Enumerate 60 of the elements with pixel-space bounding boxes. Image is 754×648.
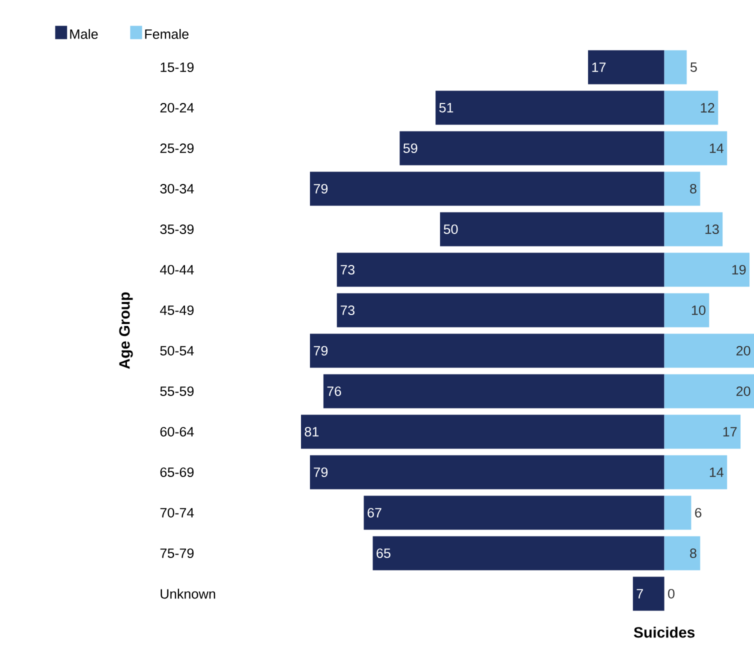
data-label: 65 <box>376 548 390 558</box>
y-tick-label: 70-74 <box>160 508 194 518</box>
y-tick-label: 45-49 <box>160 305 194 316</box>
bar <box>664 172 700 206</box>
data-label: 0 <box>668 588 674 599</box>
data-label: 8 <box>690 184 696 194</box>
data-label: 13 <box>705 224 719 234</box>
data-label: 19 <box>732 264 746 275</box>
bar <box>664 212 723 246</box>
data-label: 8 <box>690 548 696 558</box>
bar <box>664 293 710 328</box>
data-label: 14 <box>710 144 724 153</box>
bar <box>664 496 692 530</box>
data-label: 81 <box>304 426 319 437</box>
data-label: 6 <box>695 508 702 518</box>
data-label: 79 <box>314 184 328 194</box>
data-label: 73 <box>340 264 355 275</box>
y-axis-title: Age Group <box>119 292 133 369</box>
bar <box>664 90 718 125</box>
data-label: 20 <box>736 386 750 396</box>
data-label: 50 <box>444 224 458 234</box>
x-axis-title: Suicides <box>634 626 695 638</box>
y-tick-label: 25-29 <box>160 143 194 154</box>
data-label: 76 <box>327 386 342 396</box>
data-label: 67 <box>368 508 382 518</box>
bar <box>664 131 728 166</box>
data-label: 51 <box>439 103 454 112</box>
y-tick-label: 75-79 <box>160 548 194 558</box>
bar <box>664 536 700 570</box>
data-label: 14 <box>710 468 724 477</box>
data-label: 10 <box>692 305 706 316</box>
data-label: 79 <box>314 467 328 478</box>
bar <box>664 334 754 368</box>
data-label: 59 <box>403 143 418 154</box>
y-tick-label: Unknown <box>160 588 216 599</box>
y-tick-label: 30-34 <box>160 184 194 194</box>
bar <box>664 252 750 287</box>
bar <box>664 374 754 408</box>
y-tick-label: 65-69 <box>160 467 194 478</box>
y-tick-label: 20-24 <box>160 102 194 113</box>
y-tick-label: 35-39 <box>160 224 194 234</box>
legend-label: Male <box>70 29 98 39</box>
bar <box>664 455 728 490</box>
bar <box>632 576 664 611</box>
data-label: 79 <box>314 346 328 356</box>
data-label: 7 <box>636 589 643 598</box>
y-tick-label: 50-54 <box>160 346 194 356</box>
legend-label: Female <box>145 29 188 39</box>
data-label: 73 <box>340 305 355 316</box>
data-label: 12 <box>700 103 714 112</box>
bar <box>664 414 741 449</box>
y-tick-label: 15-19 <box>160 62 194 72</box>
y-tick-label: 60-64 <box>160 426 194 437</box>
data-label: 20 <box>736 346 750 356</box>
data-label: 17 <box>723 427 737 436</box>
bar <box>664 50 687 84</box>
data-label: 17 <box>592 62 606 72</box>
y-tick-label: 55-59 <box>160 386 194 396</box>
y-tick-label: 40-44 <box>160 264 194 275</box>
data-label: 5 <box>690 62 697 72</box>
